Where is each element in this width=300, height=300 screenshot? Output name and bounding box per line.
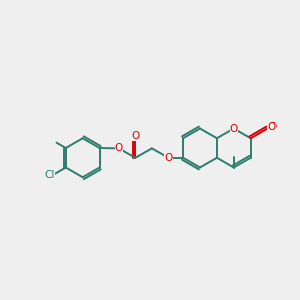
- Text: O: O: [115, 143, 123, 153]
- Text: Cl: Cl: [45, 170, 55, 180]
- Text: O: O: [164, 153, 172, 163]
- Text: O: O: [267, 122, 276, 133]
- Text: O: O: [230, 124, 238, 134]
- Text: O: O: [268, 122, 277, 133]
- Text: O: O: [131, 131, 140, 141]
